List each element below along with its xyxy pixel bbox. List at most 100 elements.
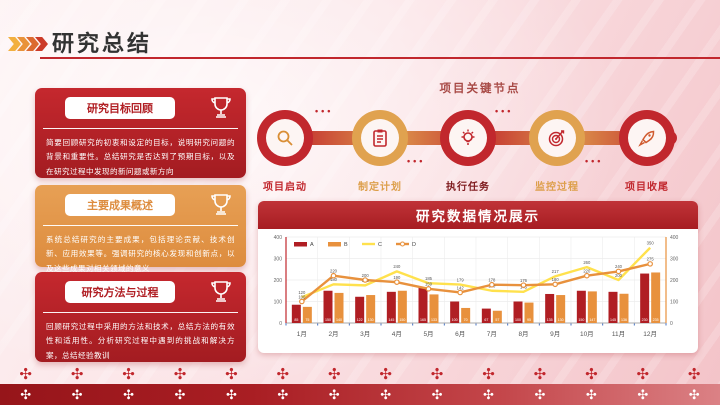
- svg-text:130: 130: [368, 318, 374, 322]
- dots-decoration: •••: [585, 156, 604, 166]
- trophy-icon: [211, 281, 231, 302]
- svg-text:95: 95: [527, 318, 531, 322]
- trophy-icon: [211, 194, 231, 215]
- flow-node-start: [257, 110, 313, 166]
- svg-text:D: D: [412, 242, 416, 248]
- flow-label-plan: 制定计划: [358, 182, 402, 193]
- flower-cross-icon: ✣: [328, 386, 340, 402]
- svg-text:2月: 2月: [328, 330, 338, 338]
- flow-label-start: 项目启动: [263, 182, 307, 193]
- svg-text:100: 100: [452, 318, 458, 322]
- research-data-chart: 0 0 100 100 200 200 300 300 400 400 1月 2月 3月 4月 5月 6月 7月…: [274, 235, 679, 338]
- svg-text:350: 350: [647, 241, 655, 246]
- flow-label-execute: 执行任务: [446, 182, 490, 193]
- flower-cross-icon: ✣: [483, 386, 494, 402]
- svg-text:150: 150: [325, 318, 331, 322]
- milestone-flow: ••• ••• ••• •••: [255, 98, 695, 193]
- svg-text:142: 142: [457, 285, 465, 290]
- flower-cross-icon: ✣: [277, 386, 289, 402]
- svg-text:235: 235: [653, 318, 659, 322]
- svg-text:8月: 8月: [518, 330, 528, 338]
- flower-cross-icon: ✣: [225, 386, 237, 402]
- card-title: 研究方法与过程: [65, 281, 175, 303]
- title-underline: [40, 57, 720, 59]
- svg-text:300: 300: [670, 256, 679, 262]
- svg-text:133: 133: [431, 318, 437, 322]
- dots-decoration: •••: [495, 106, 514, 116]
- flower-cross-icon: ✣: [636, 366, 650, 383]
- bottom-pattern-band: ✣ ✣ ✣ ✣ ✣ ✣ ✣ ✣ ✣ ✣ ✣ ✣ ✣ ✣: [0, 386, 720, 403]
- svg-text:67: 67: [484, 318, 488, 322]
- card-body-text: 回顾研究过程中采用的方法和技术，总结方法的有效性和适用性。分析研究过程中遇到的挑…: [46, 322, 235, 360]
- bottom-pattern-upper: ✣ ✣ ✣ ✣ ✣ ✣ ✣ ✣ ✣ ✣ ✣ ✣ ✣ ✣: [0, 364, 720, 384]
- svg-text:260: 260: [583, 260, 591, 265]
- flower-cross-icon: ✣: [20, 386, 32, 402]
- flower-cross-icon: ✣: [327, 366, 341, 383]
- flower-cross-icon: ✣: [430, 366, 444, 383]
- svg-text:122: 122: [357, 318, 363, 322]
- svg-text:200: 200: [670, 278, 679, 284]
- svg-text:176: 176: [520, 278, 528, 283]
- flower-cross-icon: ✣: [533, 366, 547, 383]
- page-title: 研究总结: [52, 31, 153, 56]
- flower-cross-icon: ✣: [585, 386, 597, 402]
- svg-text:3月: 3月: [360, 330, 370, 338]
- svg-text:400: 400: [274, 235, 283, 241]
- svg-text:140: 140: [336, 318, 342, 322]
- svg-text:0: 0: [670, 321, 673, 327]
- flower-cross-icon: ✣: [379, 366, 392, 383]
- svg-text:5月: 5月: [423, 330, 433, 338]
- flower-cross-icon: ✣: [174, 386, 186, 402]
- flow-node-finish: [619, 110, 675, 166]
- svg-text:178: 178: [488, 278, 496, 283]
- magnifier-icon: [277, 130, 293, 146]
- trophy-icon: [211, 97, 231, 118]
- card-body-text: 系统总结研究的主要成果，包括理论贡献、技术创新、应用效果等。强调研究的核心发现和…: [46, 235, 235, 273]
- svg-text:300: 300: [274, 256, 283, 262]
- svg-text:180: 180: [552, 277, 560, 282]
- flower-cross-icon: ✣: [71, 386, 83, 402]
- svg-text:217: 217: [552, 269, 560, 274]
- svg-text:240: 240: [615, 264, 623, 269]
- lightbulb-icon: [461, 129, 475, 145]
- svg-text:4月: 4月: [392, 330, 402, 338]
- svg-text:159: 159: [425, 282, 433, 287]
- chevrons-icon: [8, 37, 48, 51]
- flow-node-plan: [352, 110, 408, 166]
- card-title: 主要成果概述: [65, 194, 175, 216]
- flow-label-finish: 项目收尾: [625, 182, 669, 193]
- flower-cross-icon: ✣: [122, 366, 135, 383]
- card-separator: [43, 225, 238, 226]
- svg-text:1月: 1月: [297, 330, 307, 338]
- flower-cross-icon: ✣: [173, 366, 187, 383]
- svg-text:12月: 12月: [643, 330, 657, 338]
- card-separator: [43, 128, 238, 129]
- rocket-icon: [638, 130, 655, 147]
- svg-text:200: 200: [274, 278, 283, 284]
- svg-text:100: 100: [298, 294, 306, 299]
- dots-decoration: •••: [315, 106, 334, 116]
- svg-text:130: 130: [558, 318, 564, 322]
- target-icon: [548, 130, 565, 147]
- svg-text:275: 275: [647, 257, 655, 262]
- flower-cross-icon: ✣: [380, 386, 392, 402]
- svg-text:100: 100: [670, 299, 679, 305]
- svg-text:136: 136: [621, 318, 627, 322]
- dots-decoration: •••: [407, 156, 426, 166]
- flower-cross-icon: ✣: [637, 386, 649, 402]
- svg-text:A: A: [310, 242, 314, 248]
- svg-text:C: C: [378, 242, 382, 248]
- bottom-band: ✣ ✣ ✣ ✣ ✣ ✣ ✣ ✣ ✣ ✣ ✣ ✣ ✣ ✣: [0, 384, 720, 405]
- svg-text:200: 200: [615, 273, 623, 278]
- svg-text:70: 70: [464, 318, 468, 322]
- svg-text:400: 400: [670, 235, 679, 241]
- svg-text:75: 75: [305, 318, 309, 322]
- svg-text:179: 179: [457, 277, 465, 282]
- svg-text:135: 135: [547, 318, 553, 322]
- svg-text:220: 220: [583, 269, 591, 274]
- svg-text:B: B: [344, 242, 348, 248]
- svg-text:120: 120: [298, 290, 306, 295]
- chart-panel: 研究数据情况展示 0 0 100 100 200 200 300 300 400 400 1月 2月 3…: [258, 201, 698, 353]
- card-research-goals: 研究目标回顾 简要回顾研究的初衷和设定的目标，说明研究问题的背景和重要性。总结研…: [35, 88, 246, 178]
- svg-text:0: 0: [279, 321, 282, 327]
